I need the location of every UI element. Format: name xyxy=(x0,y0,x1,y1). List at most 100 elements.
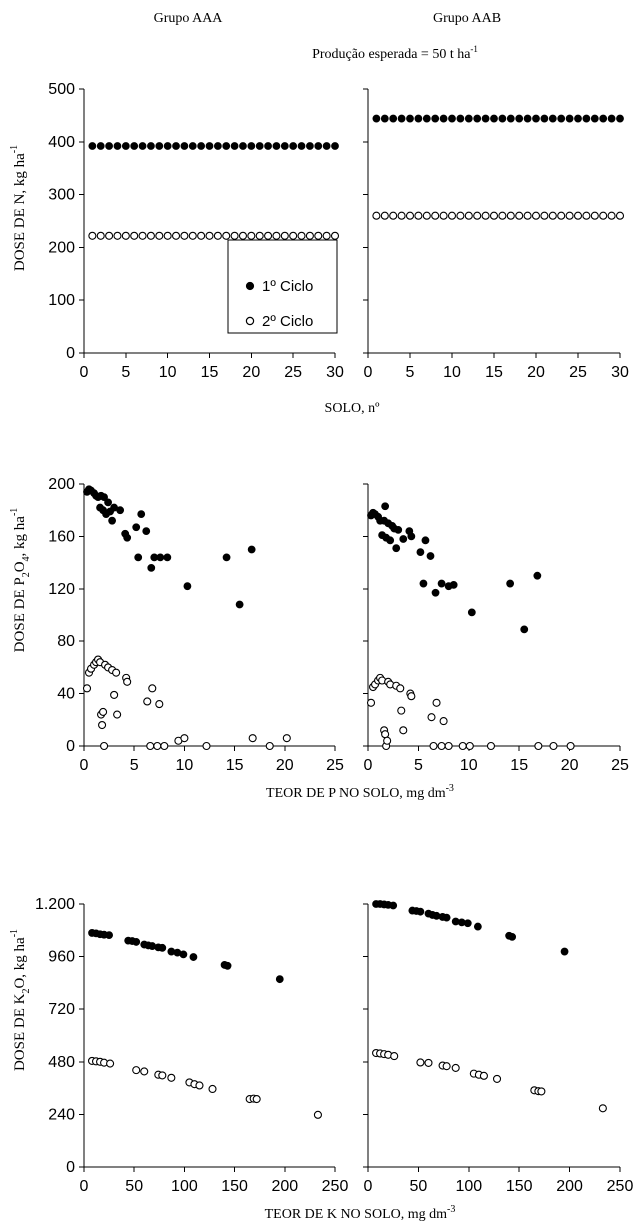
data-point-cycle-1 xyxy=(381,502,390,511)
data-point-cycle-2 xyxy=(390,1052,399,1061)
x-tick-label: 0 xyxy=(364,757,373,774)
data-point-cycle-1 xyxy=(498,114,507,123)
y-tick-label: 400 xyxy=(48,134,75,151)
data-point-cycle-2 xyxy=(548,211,557,220)
data-point-cycle-1 xyxy=(116,506,125,515)
data-point-cycle-2 xyxy=(153,741,162,751)
data-point-cycle-2 xyxy=(255,231,264,240)
data-point-cycle-2 xyxy=(442,1062,451,1071)
data-point-cycle-2 xyxy=(540,211,549,220)
y-tick-label: 120 xyxy=(48,581,75,598)
x-tick-label: 15 xyxy=(510,757,528,774)
x-tick-label: 0 xyxy=(364,1178,373,1195)
data-point-cycle-1 xyxy=(105,142,113,150)
data-point-cycle-2 xyxy=(155,231,164,240)
data-point-cycle-1 xyxy=(520,625,529,634)
data-point-cycle-1 xyxy=(104,498,112,507)
data-point-cycle-1 xyxy=(616,114,624,123)
data-point-cycle-2 xyxy=(549,741,558,751)
panel-6: 0 50 100 150 200 250 xyxy=(363,900,633,1195)
data-point-cycle-1 xyxy=(213,142,222,150)
data-point-cycle-2 xyxy=(427,713,436,722)
data-point-cycle-2 xyxy=(238,231,248,240)
data-point-cycle-2 xyxy=(515,211,524,220)
x-tick-label: 50 xyxy=(410,1178,428,1195)
x-tick-label: 5 xyxy=(130,757,139,774)
data-point-cycle-2 xyxy=(429,741,438,751)
data-point-cycle-2 xyxy=(599,211,608,220)
data-point-cycle-2 xyxy=(582,211,591,220)
data-point-cycle-1 xyxy=(305,142,314,150)
x-tick-label: 30 xyxy=(326,364,344,381)
data-point-cycle-2 xyxy=(140,1067,149,1076)
panel-3: 0 5 10 15 20 25 0 40 80 120 160 200 xyxy=(48,476,344,774)
data-point-cycle-1 xyxy=(138,142,147,150)
data-point-cycle-2 xyxy=(158,1071,167,1080)
data-point-cycle-1 xyxy=(156,553,165,562)
data-point-cycle-1 xyxy=(105,931,113,940)
x-tick-label: 150 xyxy=(506,1178,533,1195)
data-point-cycle-1 xyxy=(147,563,156,572)
data-point-cycle-1 xyxy=(540,114,549,123)
data-point-cycle-2 xyxy=(444,741,453,751)
x-tick-label: 5 xyxy=(121,364,130,381)
data-point-cycle-1 xyxy=(481,114,490,123)
data-point-cycle-1 xyxy=(389,114,398,123)
data-point-cycle-1 xyxy=(247,142,256,150)
data-point-cycle-2 xyxy=(248,734,257,743)
data-point-cycle-2 xyxy=(565,211,574,220)
x-tick-label: 30 xyxy=(611,364,629,381)
data-point-cycle-2 xyxy=(230,231,239,240)
data-point-cycle-2 xyxy=(573,211,583,220)
data-point-cycle-1 xyxy=(449,580,458,589)
data-point-cycle-2 xyxy=(389,211,398,220)
data-point-cycle-1 xyxy=(280,142,289,150)
data-point-cycle-1 xyxy=(223,961,232,970)
x-tick-label: 10 xyxy=(460,757,478,774)
x-tick-label: 15 xyxy=(485,364,503,381)
data-point-cycle-1 xyxy=(394,525,403,534)
data-point-cycle-1 xyxy=(272,142,281,150)
data-point-cycle-1 xyxy=(230,142,239,150)
data-point-cycle-2 xyxy=(138,231,147,240)
data-point-cycle-2 xyxy=(132,1066,141,1075)
data-point-cycle-2 xyxy=(557,211,566,220)
data-point-cycle-1 xyxy=(574,114,582,123)
y-tick-label: 480 xyxy=(48,1054,75,1071)
data-point-cycle-2 xyxy=(531,211,541,220)
data-point-cycle-1 xyxy=(322,142,331,150)
data-point-cycle-1 xyxy=(137,510,146,519)
data-point-cycle-1 xyxy=(490,114,498,123)
data-point-cycle-2 xyxy=(264,231,273,240)
data-point-cycle-2 xyxy=(282,734,291,743)
x-tick-label: 200 xyxy=(556,1178,583,1195)
data-point-cycle-1 xyxy=(380,114,389,123)
data-point-cycle-2 xyxy=(486,741,496,751)
data-point-cycle-2 xyxy=(98,720,107,730)
legend-label-2: 2º Ciclo xyxy=(262,313,313,330)
data-point-cycle-2 xyxy=(202,741,211,751)
data-point-cycle-1 xyxy=(414,114,423,123)
data-point-cycle-2 xyxy=(397,706,406,715)
data-point-cycle-1 xyxy=(607,114,616,123)
data-point-cycle-1 xyxy=(463,919,472,928)
data-point-cycle-1 xyxy=(533,571,542,580)
data-point-cycle-1 xyxy=(560,947,569,956)
data-point-cycle-2 xyxy=(590,211,599,220)
data-point-cycle-1 xyxy=(147,142,155,150)
data-point-cycle-1 xyxy=(179,950,188,959)
data-point-cycle-1 xyxy=(158,943,167,952)
data-point-cycle-2 xyxy=(121,231,130,240)
x-tick-label: 20 xyxy=(527,364,545,381)
data-point-cycle-1 xyxy=(108,516,117,525)
data-point-cycle-1 xyxy=(188,142,197,150)
data-point-cycle-2 xyxy=(289,231,298,240)
data-point-cycle-1 xyxy=(421,536,430,545)
data-point-cycle-1 xyxy=(275,975,284,984)
data-point-cycle-2 xyxy=(422,211,431,220)
data-point-cycle-2 xyxy=(396,684,405,693)
data-point-cycle-1 xyxy=(389,901,398,910)
data-point-cycle-1 xyxy=(100,493,108,502)
